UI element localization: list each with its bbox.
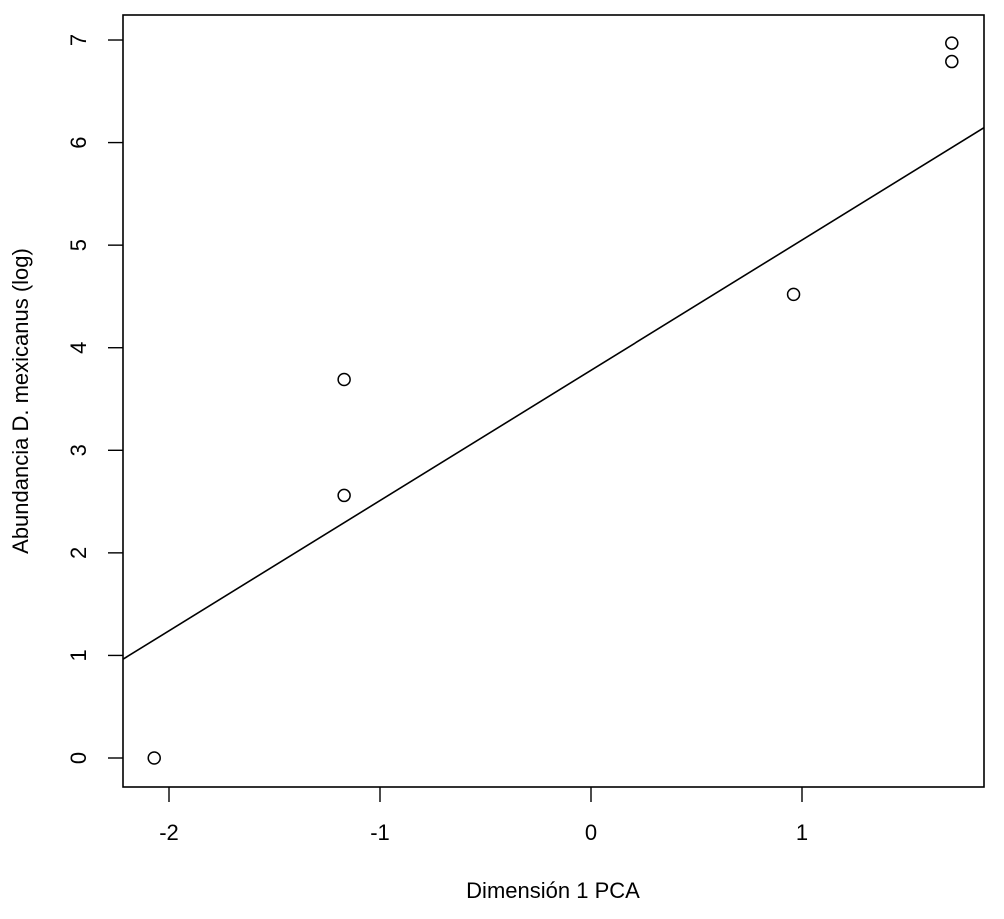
data-point	[337, 372, 351, 387]
y-axis-label: Abundancia D. mexicanus (log)	[8, 248, 33, 554]
y-tick-label: 3	[66, 444, 91, 456]
y-tick-label: 1	[66, 649, 91, 661]
data-point	[786, 287, 801, 302]
fit-line	[122, 126, 985, 660]
x-tick-label: -1	[370, 820, 390, 845]
y-axis: 0 1 2 3 4 5 6 7	[66, 34, 123, 764]
y-tick-label: 4	[66, 342, 91, 354]
data-point	[945, 54, 959, 69]
x-axis-label: Dimensión 1 PCA	[466, 878, 640, 903]
data-point	[147, 751, 161, 765]
y-tick-label: 7	[66, 34, 91, 46]
data-points	[147, 36, 959, 765]
x-axis: -2 -1 0 1	[159, 787, 808, 845]
y-tick-label: 6	[66, 136, 91, 148]
x-tick-label: -2	[159, 820, 179, 845]
regression-line	[122, 126, 985, 660]
y-tick-label: 5	[66, 239, 91, 251]
plot-frame	[122, 14, 985, 788]
x-tick-label: 1	[796, 820, 808, 845]
data-point	[337, 488, 351, 503]
plot-area	[122, 14, 985, 788]
data-point	[945, 36, 959, 50]
y-tick-label: 0	[66, 752, 91, 764]
y-tick-label: 2	[66, 547, 91, 559]
x-tick-label: 0	[585, 820, 597, 845]
